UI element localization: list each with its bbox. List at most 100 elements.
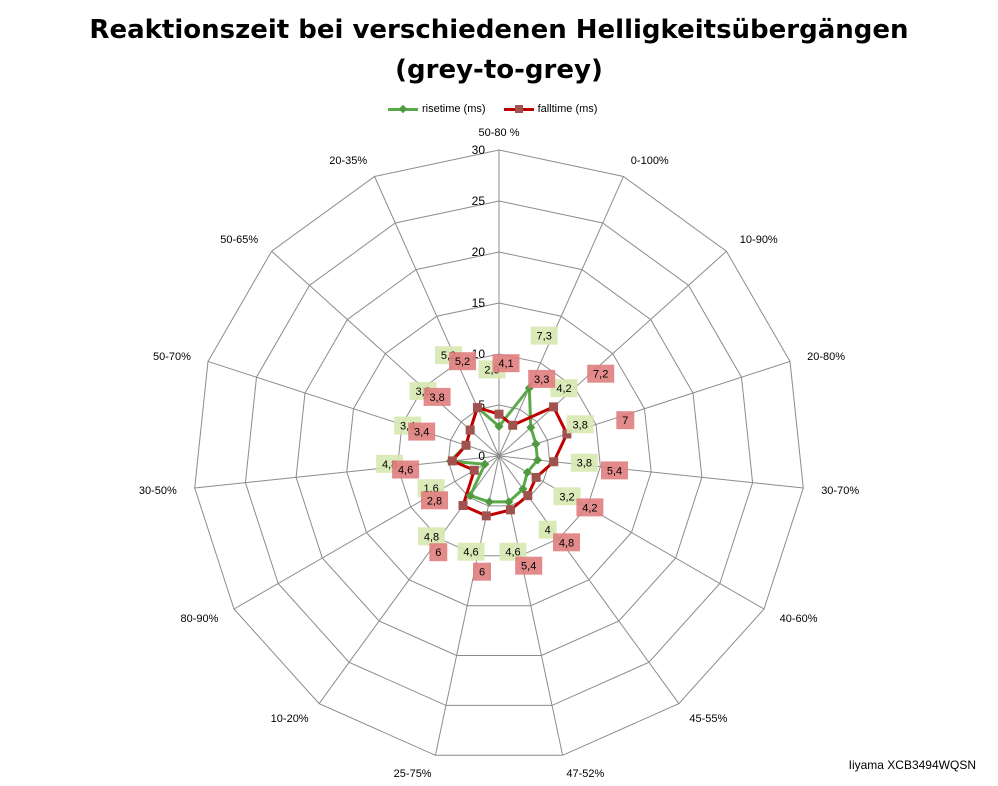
data-label-rise: 4,8 (424, 531, 439, 543)
grid-ring-6 (194, 149, 804, 756)
data-label-fall: 6 (479, 567, 485, 579)
data-label-bg-rise (418, 527, 445, 546)
chart-title: Reaktionszeit bei verschiedenen Helligke… (0, 10, 998, 90)
data-label-bg-fall (392, 460, 420, 479)
data-label-fall: 5,4 (521, 561, 536, 573)
category-label: 47-52% (566, 768, 604, 780)
data-label-rise: 4,6 (505, 547, 520, 559)
legend: risetime (ms) falltime (ms) (388, 100, 615, 118)
footnote: Iiyama XCB3494WQSN (848, 758, 976, 772)
data-label-bg-rise (499, 542, 527, 561)
point-fall (523, 491, 533, 501)
legend-item-risetime: risetime (ms) (388, 103, 486, 115)
category-label: 20-80% (807, 351, 845, 363)
legend-swatch-risetime (388, 103, 418, 115)
point-rise (522, 467, 532, 477)
point-fall (562, 429, 572, 439)
point-fall (531, 472, 541, 482)
point-fall (481, 511, 491, 521)
point-fall (465, 425, 475, 435)
data-label-bg-fall (528, 369, 556, 388)
point-fall (549, 402, 559, 412)
data-label-bg-fall (601, 461, 628, 480)
category-label: 25-75% (394, 768, 432, 780)
data-label-rise: 4 (545, 525, 551, 537)
category-label: 80-90% (180, 613, 218, 625)
grid-spoke-13 (271, 250, 500, 457)
point-fall (505, 505, 515, 515)
data-label-bg-rise (457, 542, 485, 561)
series-line-fall (450, 405, 569, 518)
point-rise (533, 455, 543, 465)
point-rise (504, 497, 514, 507)
category-label: 30-70% (821, 485, 859, 497)
grid-spoke-8 (434, 455, 500, 756)
data-label-rise: 3,2 (559, 491, 574, 503)
data-label-bg-fall (492, 354, 520, 373)
point-rise (465, 491, 475, 501)
point-fall (494, 409, 504, 419)
data-label-fall: 5,4 (607, 465, 622, 477)
radial-tick-label: 25 (472, 194, 486, 208)
legend-label-falltime: falltime (ms) (537, 103, 598, 115)
legend-item-falltime: falltime (ms) (503, 103, 598, 115)
point-fall (458, 501, 468, 511)
point-fall (549, 457, 559, 467)
data-label-fall: 4,1 (498, 358, 513, 370)
category-label: 50-80 % (479, 127, 520, 139)
legend-label-risetime: risetime (ms) (422, 103, 486, 115)
data-label-rise: 3,8 (577, 458, 592, 470)
data-label-bg-fall (429, 543, 448, 562)
chart-title-line1: Reaktionszeit bei verschiedenen Helligke… (89, 15, 909, 45)
category-label: 50-70% (153, 351, 191, 363)
category-label: 45-55% (689, 713, 727, 725)
grid-spoke-10 (233, 455, 500, 610)
grid-ring-3 (346, 302, 652, 607)
point-fall (469, 465, 479, 475)
data-label-bg-fall (449, 352, 476, 371)
data-label-fall: 7 (622, 415, 628, 427)
point-rise (480, 459, 490, 469)
data-label-bg-rise (530, 326, 558, 345)
data-label-fall: 4,6 (398, 465, 413, 477)
data-label-bg-fall (515, 556, 543, 575)
grid-spoke-4 (498, 455, 804, 489)
category-label: 30-50% (139, 485, 177, 497)
data-label-bg-fall (408, 422, 436, 441)
grid-spoke-5 (498, 455, 765, 610)
data-label-fall: 2,8 (427, 495, 442, 507)
data-label-bg-rise (566, 415, 594, 434)
chart-title-line2: (grey-to-grey) (395, 55, 603, 85)
data-label-bg-fall (473, 562, 491, 581)
data-label-bg-rise (553, 487, 581, 506)
data-label-bg-fall (421, 491, 448, 510)
grid-spoke-12 (207, 360, 500, 457)
data-label-rise: 4,2 (556, 383, 571, 395)
point-fall (508, 420, 518, 430)
data-label-rise: 7,3 (537, 331, 552, 343)
point-fall (461, 440, 471, 450)
data-label-fall: 3,3 (534, 374, 549, 386)
point-rise (531, 439, 541, 449)
point-fall (472, 403, 482, 413)
grid-spoke-14 (374, 176, 500, 457)
data-label-bg-fall (553, 533, 580, 552)
category-label: 0-100% (631, 155, 669, 167)
grid-ring-4 (295, 251, 703, 656)
data-label-fall: 3,8 (429, 392, 444, 404)
data-label-fall: 5,2 (455, 356, 470, 368)
data-label-fall: 4,8 (559, 537, 574, 549)
data-label-bg-fall (587, 364, 615, 383)
radial-tick-label: 0 (478, 449, 485, 463)
grid-ring-5 (244, 200, 754, 706)
point-rise (526, 422, 536, 432)
point-rise (494, 421, 504, 431)
grid-spoke-1 (498, 176, 624, 457)
data-label-bg-fall (616, 411, 635, 430)
point-rise (484, 497, 494, 507)
category-label: 10-90% (740, 234, 778, 246)
radial-tick-label: 15 (472, 296, 486, 310)
grid-ring-2 (397, 353, 601, 557)
data-label-fall: 6 (435, 547, 441, 559)
